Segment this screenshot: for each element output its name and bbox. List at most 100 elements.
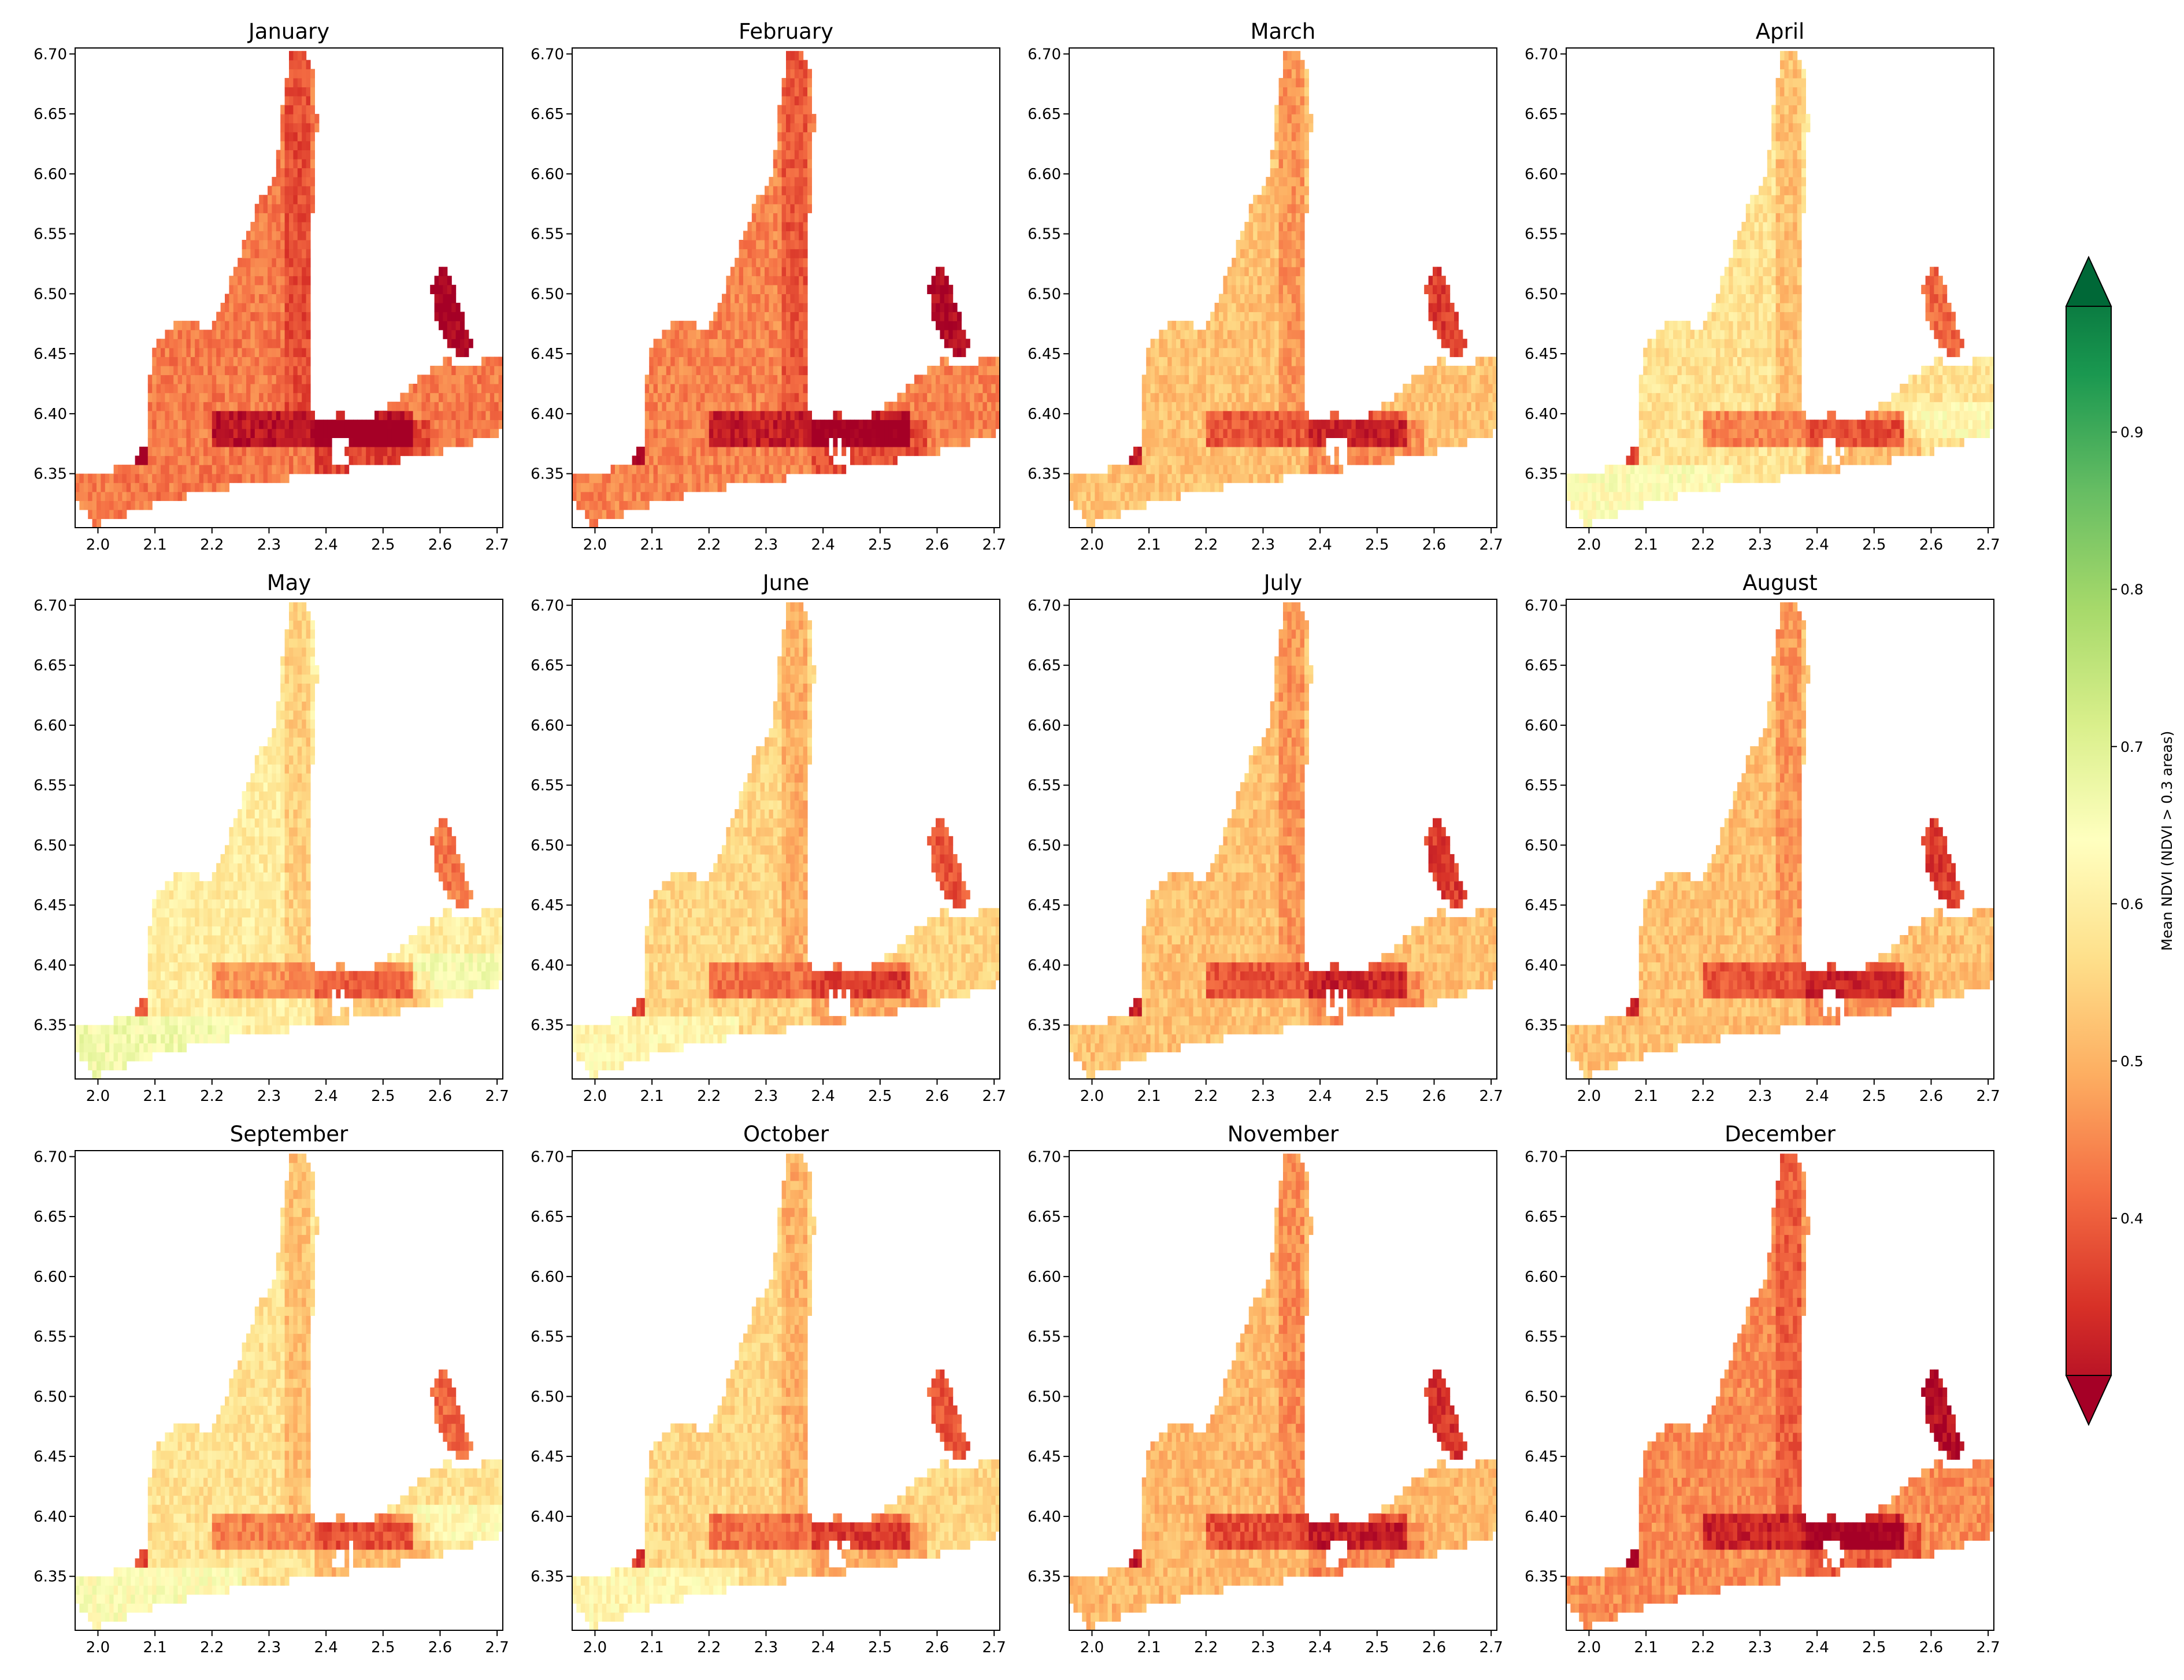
- y-tick-label: 6.70: [1028, 597, 1061, 614]
- panel-title: April: [1756, 19, 1805, 44]
- x-tick-label: 2.7: [1976, 536, 2000, 554]
- x-tick-label: 2.0: [583, 536, 607, 554]
- x-tick-label: 2.0: [86, 1639, 110, 1656]
- x-tick-label: 2.4: [314, 1639, 338, 1656]
- x-tick-label: 2.6: [428, 536, 452, 554]
- y-tick-label: 6.55: [34, 1329, 67, 1346]
- x-tick-label: 2.5: [1365, 1639, 1389, 1656]
- x-tick-label: 2.2: [1691, 1639, 1715, 1656]
- x-tick-label: 2.2: [1194, 536, 1218, 554]
- x-tick-label: 2.3: [1251, 1088, 1275, 1105]
- y-tick-label: 6.65: [1525, 657, 1558, 674]
- x-tick-label: 2.6: [1422, 1639, 1446, 1656]
- y-tick-label: 6.55: [531, 226, 564, 243]
- colorbar-ticks: 0.40.50.60.70.80.9: [2111, 424, 2144, 1227]
- y-tick-label: 6.70: [1525, 46, 1558, 63]
- panel-title: February: [739, 19, 833, 44]
- x-tick-label: 2.0: [1080, 536, 1104, 554]
- x-tick-label: 2.5: [868, 536, 892, 554]
- x-tick-label: 2.5: [868, 1088, 892, 1105]
- y-tick-label: 6.55: [531, 777, 564, 795]
- x-tick-label: 2.2: [200, 1639, 224, 1656]
- x-tick-label: 2.7: [982, 1088, 1006, 1105]
- y-axis-ticks: 6.356.406.456.506.556.606.656.70: [531, 1148, 572, 1585]
- x-tick-label: 2.5: [371, 1639, 395, 1656]
- x-tick-label: 2.4: [1308, 1088, 1332, 1105]
- ndvi-raster: [75, 1154, 503, 1630]
- y-tick-label: 6.60: [1525, 1269, 1558, 1286]
- y-tick-label: 6.50: [34, 837, 67, 854]
- y-tick-label: 6.40: [34, 1508, 67, 1526]
- x-tick-label: 2.7: [1479, 1088, 1503, 1105]
- x-tick-label: 2.0: [1080, 1639, 1104, 1656]
- x-tick-label: 2.2: [697, 1088, 721, 1105]
- x-tick-label: 2.2: [1194, 1088, 1218, 1105]
- x-tick-label: 2.6: [1422, 536, 1446, 554]
- y-tick-label: 6.50: [531, 285, 564, 303]
- y-tick-label: 6.35: [34, 1568, 67, 1586]
- x-tick-label: 2.3: [257, 536, 281, 554]
- y-tick-label: 6.40: [34, 957, 67, 974]
- y-tick-label: 6.50: [1028, 837, 1061, 854]
- y-tick-label: 6.40: [1028, 406, 1061, 423]
- y-tick-label: 6.35: [34, 1017, 67, 1034]
- y-tick-label: 6.35: [34, 466, 67, 483]
- y-axis-ticks: 6.356.406.456.506.556.606.656.70: [34, 46, 75, 483]
- x-axis-ticks: 2.0 2.1 2.2 2.3 2.4 2.5 2.6 2.7: [583, 1079, 1006, 1105]
- x-tick-label: 2.1: [640, 536, 663, 554]
- y-tick-label: 6.65: [1028, 657, 1061, 674]
- y-tick-label: 6.40: [1028, 957, 1061, 974]
- x-tick-label: 2.5: [371, 1088, 395, 1105]
- y-axis-ticks: 6.356.406.456.506.556.606.656.70: [1028, 1148, 1069, 1585]
- x-tick-label: 2.4: [1805, 536, 1829, 554]
- y-tick-label: 6.50: [34, 285, 67, 303]
- y-tick-label: 6.45: [1525, 1448, 1558, 1466]
- x-tick-label: 2.4: [1805, 1639, 1829, 1656]
- panel-title: June: [762, 570, 810, 595]
- y-tick-label: 6.45: [1028, 346, 1061, 363]
- x-tick-label: 2.0: [86, 1088, 110, 1105]
- x-tick-label: 2.1: [640, 1639, 663, 1656]
- x-tick-label: 2.4: [811, 1088, 835, 1105]
- y-tick-label: 6.70: [34, 1148, 67, 1166]
- x-tick-label: 2.6: [428, 1639, 452, 1656]
- x-tick-label: 2.0: [1577, 1639, 1601, 1656]
- x-tick-label: 2.0: [86, 536, 110, 554]
- y-tick-label: 6.35: [1028, 1017, 1061, 1034]
- y-tick-label: 6.35: [531, 1568, 564, 1586]
- x-tick-label: 2.2: [697, 536, 721, 554]
- x-tick-label: 2.6: [925, 1088, 949, 1105]
- y-tick-label: 6.35: [1525, 466, 1558, 483]
- ndvi-raster: [75, 602, 503, 1079]
- y-tick-label: 6.45: [1525, 897, 1558, 914]
- x-tick-label: 2.0: [1577, 536, 1601, 554]
- y-tick-label: 6.65: [34, 657, 67, 674]
- x-tick-label: 2.3: [1748, 1088, 1772, 1105]
- y-tick-label: 6.40: [531, 406, 564, 423]
- x-tick-label: 2.0: [1577, 1088, 1601, 1105]
- x-tick-label: 2.1: [640, 1088, 663, 1105]
- x-tick-label: 2.4: [811, 536, 835, 554]
- y-tick-label: 6.70: [531, 46, 564, 63]
- x-tick-label: 2.2: [200, 1088, 224, 1105]
- y-tick-label: 6.40: [1525, 406, 1558, 423]
- y-tick-label: 6.70: [1028, 1148, 1061, 1166]
- y-tick-label: 6.70: [531, 597, 564, 614]
- x-tick-label: 2.3: [1748, 536, 1772, 554]
- y-axis-ticks: 6.356.406.456.506.556.606.656.70: [1028, 46, 1069, 483]
- y-tick-label: 6.65: [34, 1208, 67, 1226]
- colorbar-body: [2066, 257, 2111, 1425]
- y-tick-label: 6.50: [531, 1388, 564, 1405]
- y-tick-label: 6.55: [1525, 777, 1558, 795]
- x-tick-label: 2.7: [485, 1639, 509, 1656]
- colorbar-max-extend: [2066, 257, 2111, 306]
- colorbar-tick-label: 0.8: [2120, 581, 2144, 598]
- y-axis-ticks: 6.356.406.456.506.556.606.656.70: [531, 46, 572, 483]
- panel-title: December: [1725, 1122, 1836, 1147]
- y-tick-label: 6.65: [531, 657, 564, 674]
- panel-title: May: [267, 570, 312, 595]
- x-tick-label: 2.3: [257, 1088, 281, 1105]
